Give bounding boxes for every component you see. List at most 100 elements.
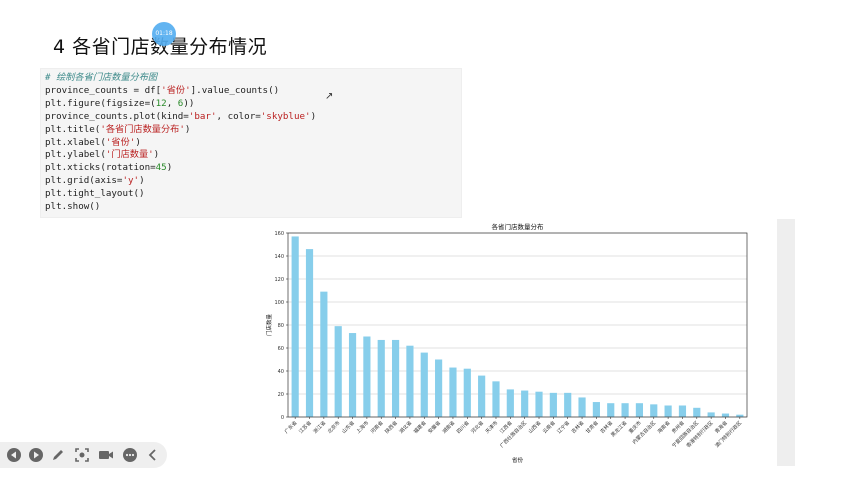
x-tick-label: 河北省	[469, 419, 485, 435]
code-token: province_counts = df[	[45, 84, 162, 96]
bar	[650, 404, 658, 417]
bar	[478, 375, 486, 417]
code-token: ].value_counts()	[190, 84, 280, 96]
code-editor[interactable]: # 绘制各省门店数量分布图 province_counts = df['省份'].…	[45, 72, 316, 214]
code-token: 'y'	[122, 175, 140, 187]
code-line: plt.xlabel('省份')	[45, 137, 316, 150]
bar	[377, 339, 385, 417]
bar	[535, 391, 543, 417]
bar	[607, 403, 615, 417]
pen-icon[interactable]	[50, 447, 66, 463]
code-token: ,	[166, 97, 178, 109]
x-tick-label: 北京市	[326, 419, 342, 435]
section-heading: 4 各省门店数量分布情况	[53, 36, 268, 58]
x-tick-label: 河南省	[369, 419, 385, 435]
code-line: plt.show()	[45, 201, 316, 214]
code-cell[interactable]: # 绘制各省门店数量分布图 province_counts = df['省份'].…	[40, 68, 462, 218]
code-token: )	[166, 162, 173, 174]
bar	[435, 359, 443, 417]
code-token: 'bar'	[188, 110, 217, 122]
code-token: plt.title(	[45, 123, 101, 135]
y-tick-label: 40	[278, 369, 284, 375]
x-axis-label: 省份	[512, 456, 524, 464]
bar	[736, 414, 744, 417]
y-tick-label: 80	[278, 323, 284, 329]
bar	[549, 392, 557, 417]
bar	[420, 352, 428, 417]
x-tick-label: 陕西省	[383, 419, 399, 435]
x-tick-label: 福建省	[412, 419, 428, 435]
recording-timer-badge[interactable]: 01:18	[152, 22, 176, 46]
x-tick-label: 云南省	[541, 419, 557, 435]
code-token: '门店数量'	[105, 149, 154, 161]
bar	[693, 407, 701, 417]
code-line: plt.ylabel('门店数量')	[45, 149, 316, 162]
x-tick-label: 湖北省	[398, 419, 414, 435]
y-axis-label: 门店数量	[265, 314, 273, 337]
bar	[721, 413, 730, 417]
code-token: '省份'	[105, 136, 136, 148]
screenshot-icon[interactable]	[74, 447, 90, 463]
bar	[391, 339, 400, 417]
code-token: '各省门店数量分布'	[100, 123, 185, 135]
plot-frame	[287, 232, 748, 418]
bar	[449, 367, 457, 417]
y-tick-label: 100	[274, 300, 284, 306]
code-line: province_counts.plot(kind='bar', color='…	[45, 111, 316, 124]
code-token: 12	[155, 97, 167, 109]
collapse-icon[interactable]	[145, 447, 161, 463]
bar	[334, 326, 342, 417]
code-token: province_counts.plot(kind=	[45, 110, 189, 122]
presentation-toolbar	[0, 442, 167, 468]
x-tick-label: 黑龙江省	[609, 419, 628, 438]
prev-icon[interactable]	[6, 447, 22, 463]
x-tick-label: 山东省	[340, 419, 356, 435]
bar	[363, 336, 371, 417]
code-line: province_counts = df['省份'].value_counts(…	[45, 85, 316, 98]
x-tick-label: 湖南省	[441, 419, 457, 435]
code-token: plt.ylabel(	[45, 149, 106, 161]
bar	[492, 381, 500, 417]
x-tick-label: 四川省	[455, 419, 471, 435]
x-tick-label: 山西省	[527, 419, 543, 435]
bar	[305, 249, 314, 417]
bar	[291, 236, 299, 417]
x-tick-label: 天津市	[484, 419, 500, 435]
bar	[592, 402, 600, 417]
x-tick-label: 辽宁省	[556, 419, 572, 435]
code-token: plt.xlabel(	[45, 136, 106, 148]
y-tick-label: 120	[274, 277, 284, 283]
code-token: plt.figure(figsize=(	[45, 97, 156, 109]
code-token: )	[153, 149, 160, 161]
code-line: # 绘制各省门店数量分布图	[45, 72, 316, 85]
bar	[506, 389, 514, 417]
x-tick-label: 海南省	[656, 419, 672, 435]
code-token: # 绘制各省门店数量分布图	[45, 72, 158, 83]
chart-title: 各省门店数量分布	[492, 222, 545, 231]
output-scrollbar[interactable]	[777, 219, 795, 466]
bar-chart: 020406080100120140160广东省 江苏省 浙江省 北京市 山东省 上海市河…	[265, 222, 748, 464]
x-tick-label: 吉林省	[570, 419, 586, 435]
code-token: )	[139, 175, 145, 187]
code-token: plt.grid(axis=	[45, 175, 123, 187]
more-icon[interactable]	[122, 447, 138, 463]
code-token: )	[184, 123, 191, 135]
bar	[678, 405, 687, 417]
code-token: '省份'	[161, 84, 191, 96]
bar	[621, 403, 629, 417]
code-token: )	[310, 110, 317, 122]
bar	[348, 333, 357, 417]
y-tick-label: 140	[274, 254, 284, 260]
camera-icon[interactable]	[98, 447, 114, 463]
bar	[406, 345, 414, 417]
bar	[521, 390, 529, 417]
next-icon[interactable]	[28, 447, 44, 463]
code-token: ))	[183, 97, 195, 109]
code-line: plt.grid(axis='y')	[45, 175, 316, 188]
x-tick-label: 广东省	[283, 419, 299, 435]
bar	[564, 392, 572, 417]
bar	[463, 368, 471, 417]
y-tick-label: 60	[278, 346, 284, 352]
y-tick-label: 0	[281, 415, 284, 421]
y-tick-label: 20	[278, 392, 284, 398]
